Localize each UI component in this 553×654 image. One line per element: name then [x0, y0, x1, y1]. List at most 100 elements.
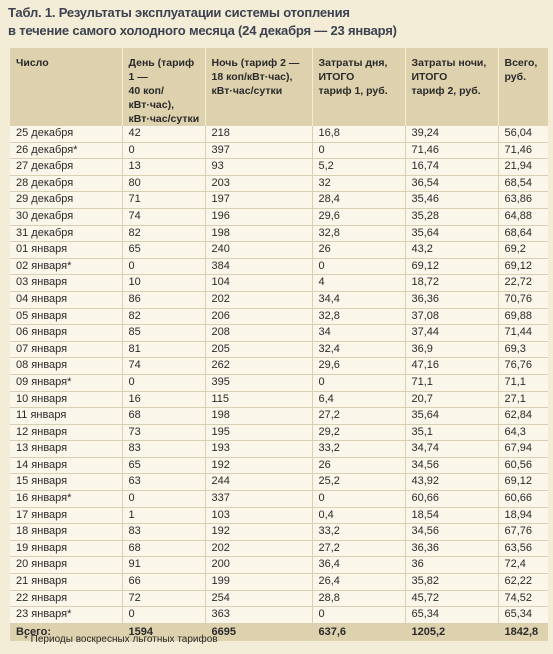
table-cell: 68 — [122, 407, 206, 425]
header-cell: День (тариф 1 —40 коп/кВт·час), кВт·час/с… — [122, 48, 206, 126]
table-cell: 36,36 — [405, 291, 499, 309]
table-cell: 27 декабря — [10, 158, 123, 176]
table-cell: 07 января — [10, 341, 123, 359]
table-cell: 218 — [205, 126, 313, 143]
table-cell: 4 — [312, 274, 406, 292]
header-line: 18 коп/кВт·час), — [211, 71, 293, 83]
table-cell: 19 января — [10, 540, 123, 558]
total-cell: 637,6 — [312, 623, 406, 641]
table-cell: 397 — [205, 142, 313, 160]
table-cell: 34 — [312, 324, 406, 342]
table-cell: 62,22 — [498, 573, 548, 591]
table-cell: 26,4 — [312, 573, 406, 591]
table-cell: 21,94 — [498, 158, 548, 176]
table-cell: 36 — [405, 556, 499, 575]
table-row: 26 декабря* 0 397 0 71,46 71,46 — [10, 142, 548, 160]
table-row: 02 января* 0 384 0 69,12 69,12 — [10, 258, 548, 276]
table-cell: 83 — [122, 523, 206, 541]
table-cell: 0 — [312, 142, 406, 160]
table-cell: 37,44 — [405, 324, 499, 342]
table-cell: 18,54 — [405, 507, 499, 525]
table-cell: 85 — [122, 324, 206, 342]
table-cell: 01 января — [10, 241, 123, 259]
header-line: ИТОГО — [411, 71, 448, 83]
table-cell: 68,54 — [498, 175, 548, 193]
table-cell: 81 — [122, 341, 206, 359]
table-row: 20 января 91 200 36,4 36 72,4 — [10, 556, 548, 575]
table-row: 25 декабря 42 218 16,8 39,24 56,04 — [10, 126, 548, 143]
table-cell: 395 — [205, 374, 313, 392]
table-cell: 20 января — [10, 556, 123, 575]
table-cell: 28 декабря — [10, 175, 123, 193]
header-line: кВт·час/сутки — [128, 113, 200, 125]
table-row: 11 января 68 198 27,2 35,64 62,84 — [10, 407, 548, 425]
table-cell: 65 — [122, 241, 206, 259]
table-cell: 64,3 — [498, 424, 548, 442]
table-cell: 69,88 — [498, 308, 548, 326]
header-cell: Затраты ночи, ИТОГО тариф 2, руб. — [405, 48, 499, 126]
table-cell: 240 — [205, 241, 313, 259]
table-cell: 09 января* — [10, 374, 123, 392]
table-cell: 67,76 — [498, 523, 548, 541]
table-cell: 56,04 — [498, 126, 548, 143]
table-cell: 72 — [122, 590, 206, 608]
table-cell: 26 декабря* — [10, 142, 123, 160]
table-row: 15 января 63 244 25,2 43,92 69,12 — [10, 473, 548, 492]
title-line: в течение самого холодного месяца (24 де… — [8, 23, 397, 38]
table-cell: 104 — [205, 274, 313, 292]
table-cell: 82 — [122, 225, 206, 243]
table-cell: 17 января — [10, 507, 123, 525]
table-row: 30 декабря 74 196 29,6 35,28 64,88 — [10, 208, 548, 226]
table-row: 19 января 68 202 27,2 36,36 63,56 — [10, 540, 548, 558]
table-cell: 32,8 — [312, 308, 406, 326]
table-cell: 0 — [122, 258, 206, 276]
table-row: 23 января* 0 363 0 65,34 65,34 — [10, 606, 548, 624]
table-cell: 69,12 — [498, 258, 548, 276]
table-cell: 63,86 — [498, 191, 548, 209]
table-cell: 32,8 — [312, 225, 406, 243]
table-cell: 0 — [122, 606, 206, 624]
table-cell: 71,46 — [405, 142, 499, 160]
table-cell: 71,1 — [498, 374, 548, 392]
header-line: ИТОГО — [318, 71, 355, 83]
table-row: 12 января 73 195 29,2 35,1 64,3 — [10, 424, 548, 442]
table-cell: 25 декабря — [10, 126, 123, 143]
total-row: Всего: 1594 6695 637,6 1205,2 1842,8 — [10, 623, 548, 641]
table-cell: 93 — [205, 158, 313, 176]
table-cell: 70,76 — [498, 291, 548, 309]
table-cell: 23 января* — [10, 606, 123, 624]
table-row: 13 января 83 193 33,2 34,74 67,94 — [10, 440, 548, 458]
table-cell: 04 января — [10, 291, 123, 309]
table-cell: 80 — [122, 175, 206, 193]
total-cell: 1594 — [122, 623, 206, 641]
table-cell: 42 — [122, 126, 206, 143]
table-cell: 16,8 — [312, 126, 406, 143]
table-cell: 03 января — [10, 274, 123, 292]
table-cell: 35,28 — [405, 208, 499, 226]
table-cell: 74 — [122, 208, 206, 226]
table-cell: 29,6 — [312, 208, 406, 226]
table-cell: 0 — [312, 374, 406, 392]
header-line: Затраты ночи, — [411, 57, 487, 69]
table-cell: 0 — [312, 258, 406, 276]
table-cell: 199 — [205, 573, 313, 591]
table-cell: 12 января — [10, 424, 123, 442]
table-cell: 192 — [205, 523, 313, 541]
table-cell: 43,92 — [405, 473, 499, 492]
table-row: 10 января 16 115 6,4 20,7 27,1 — [10, 391, 548, 409]
table-cell: 192 — [205, 457, 313, 475]
header-line: Ночь (тариф 2 — — [211, 57, 300, 69]
table-row: 14 января 65 192 26 34,56 60,56 — [10, 457, 548, 475]
table-cell: 16 января* — [10, 490, 123, 508]
table-row: 05 января 82 206 32,8 37,08 69,88 — [10, 308, 548, 326]
table-cell: 16 — [122, 391, 206, 409]
table-cell: 06 января — [10, 324, 123, 342]
table-row: 18 января 83 192 33,2 34,56 67,76 — [10, 523, 548, 541]
table-cell: 86 — [122, 291, 206, 309]
table-cell: 60,66 — [405, 490, 499, 508]
table-cell: 67,94 — [498, 440, 548, 458]
table-cell: 20,7 — [405, 391, 499, 409]
table-cell: 200 — [205, 556, 313, 575]
table-cell: 32 — [312, 175, 406, 193]
header-cell: Число — [10, 48, 123, 126]
